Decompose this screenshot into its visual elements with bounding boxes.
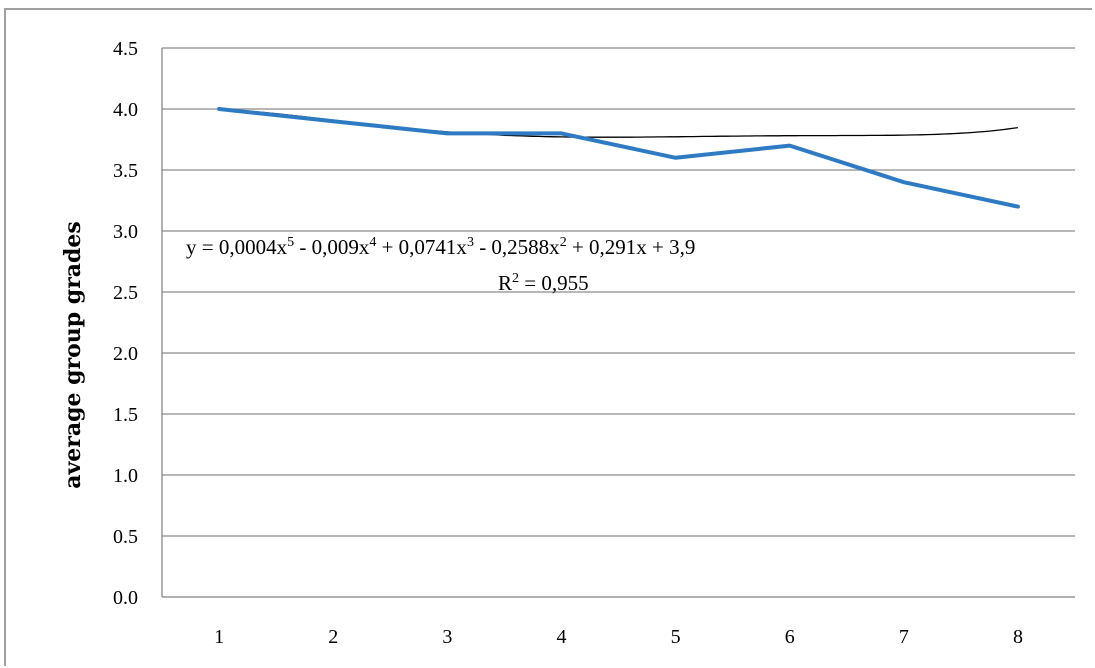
data-series xyxy=(217,107,1020,209)
y-tick-labels: 0.0 0.5 1.0 1.5 2.0 2.5 3.0 3.5 4.0 4.5 xyxy=(113,38,138,609)
trendline-equation: y = 0,0004x5 - 0,009x4 + 0,0741x3 - 0,25… xyxy=(186,235,695,259)
y-tick-label: 3.0 xyxy=(113,221,138,243)
gridlines xyxy=(161,47,1075,598)
y-tick-label: 1.0 xyxy=(113,465,138,487)
x-tick-label: 5 xyxy=(671,626,681,648)
y-axis-label: average group grades xyxy=(60,221,86,489)
r-squared-label: R2 = 0,955 xyxy=(498,271,589,295)
y-tick-label: 4.0 xyxy=(113,99,138,121)
y-tick-label: 2.0 xyxy=(113,343,138,365)
y-tick-label: 3.5 xyxy=(113,160,138,182)
x-tick-labels: 1 2 3 4 5 6 7 8 xyxy=(214,626,1023,648)
y-tick-label: 0.0 xyxy=(113,587,138,609)
y-tick-label: 1.5 xyxy=(113,404,138,426)
chart-frame xyxy=(4,8,1092,666)
x-tick-label: 8 xyxy=(1013,626,1023,648)
x-tick-label: 7 xyxy=(899,626,909,648)
x-tick-label: 4 xyxy=(556,626,566,648)
x-tick-label: 2 xyxy=(328,626,338,648)
y-tick-label: 4.5 xyxy=(113,38,138,60)
y-tick-label: 0.5 xyxy=(113,526,138,548)
series-line xyxy=(217,107,1020,209)
x-tick-label: 3 xyxy=(442,626,452,648)
x-tick-label: 1 xyxy=(214,626,224,648)
x-tick-label: 6 xyxy=(785,626,795,648)
y-tick-label: 2.5 xyxy=(113,282,138,304)
